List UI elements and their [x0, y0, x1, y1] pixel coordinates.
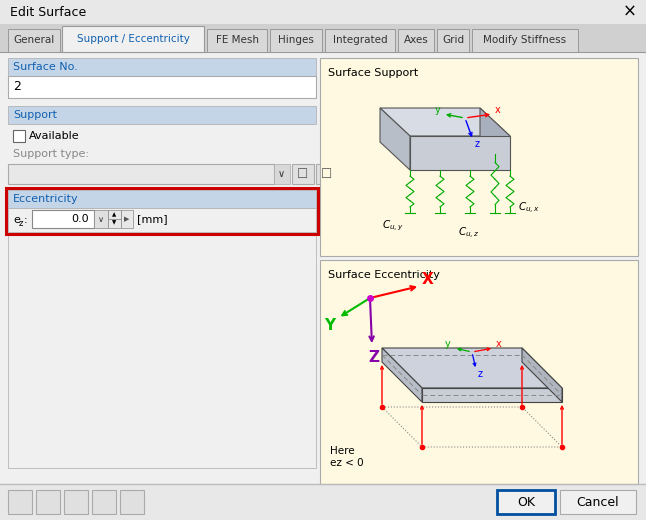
Bar — [560, 490, 636, 514]
Text: X: X — [422, 272, 433, 288]
Text: z: z — [478, 369, 483, 379]
Text: z: z — [19, 218, 23, 228]
Text: ▶: ▶ — [124, 216, 130, 222]
Text: ☐: ☐ — [321, 167, 333, 180]
Bar — [274, 164, 290, 184]
Polygon shape — [382, 348, 562, 388]
Bar — [292, 164, 314, 184]
Text: Surface No.: Surface No. — [13, 62, 78, 72]
Bar — [270, 29, 322, 52]
Text: ez < 0: ez < 0 — [330, 458, 364, 468]
Text: ∨: ∨ — [277, 169, 284, 179]
Bar — [437, 29, 469, 52]
Text: e: e — [13, 215, 20, 225]
Polygon shape — [380, 108, 410, 170]
Text: ▼: ▼ — [112, 220, 116, 226]
Bar — [8, 29, 60, 52]
Text: ▲: ▲ — [112, 213, 116, 217]
Text: $C_{u,x}$: $C_{u,x}$ — [518, 200, 540, 216]
Text: Edit Surface: Edit Surface — [10, 6, 87, 19]
Bar — [8, 164, 274, 184]
Bar — [0, 52, 646, 484]
Text: Z: Z — [368, 350, 379, 366]
Bar — [207, 29, 267, 52]
Text: 0.0: 0.0 — [71, 214, 89, 224]
Polygon shape — [480, 108, 510, 170]
Text: :: : — [24, 215, 28, 225]
Bar — [8, 234, 316, 468]
Text: $C_{u,y}$: $C_{u,y}$ — [382, 219, 404, 233]
Bar — [92, 490, 116, 514]
Text: FE Mesh: FE Mesh — [216, 35, 258, 45]
Text: Cancel: Cancel — [577, 496, 620, 509]
Bar — [108, 219, 121, 228]
Bar — [108, 210, 121, 219]
Text: ∨: ∨ — [98, 214, 104, 224]
Text: x: x — [496, 339, 502, 349]
Bar — [8, 490, 32, 514]
Text: General: General — [14, 35, 55, 45]
Text: Eccentricity: Eccentricity — [13, 194, 79, 204]
Bar — [0, 484, 646, 520]
Bar — [8, 106, 316, 124]
Text: Modify Stiffness: Modify Stiffness — [483, 35, 567, 45]
Text: Support / Eccentricity: Support / Eccentricity — [77, 34, 189, 44]
Text: Axes: Axes — [404, 35, 428, 45]
Bar — [320, 58, 638, 256]
Text: Grid: Grid — [442, 35, 464, 45]
Bar — [121, 210, 133, 228]
Bar — [8, 208, 316, 232]
Text: ☐: ☐ — [297, 167, 309, 180]
Text: Integrated: Integrated — [333, 35, 388, 45]
Bar — [36, 490, 60, 514]
Text: z: z — [475, 139, 480, 149]
Bar — [120, 490, 144, 514]
Text: $C_{u,z}$: $C_{u,z}$ — [458, 226, 479, 241]
Text: Support: Support — [13, 110, 57, 120]
Polygon shape — [380, 108, 510, 136]
Polygon shape — [382, 348, 422, 402]
Text: Surface Eccentricity: Surface Eccentricity — [328, 270, 440, 280]
Bar — [0, 0, 646, 24]
Bar — [94, 210, 108, 228]
Bar — [32, 210, 94, 228]
Text: 2: 2 — [13, 81, 21, 94]
Text: Surface Support: Surface Support — [328, 68, 418, 78]
Text: Support type:: Support type: — [13, 149, 89, 159]
Text: Y: Y — [324, 318, 335, 333]
Bar — [8, 58, 316, 76]
Bar — [64, 490, 88, 514]
Bar — [62, 26, 204, 52]
Bar — [13, 130, 25, 142]
Bar — [8, 190, 316, 208]
Bar — [316, 164, 338, 184]
Polygon shape — [410, 136, 510, 170]
Text: y: y — [445, 339, 451, 349]
Text: y: y — [435, 105, 441, 115]
Text: Available: Available — [29, 131, 79, 141]
Bar — [320, 260, 638, 484]
Text: [mm]: [mm] — [137, 214, 167, 224]
Bar — [6, 188, 318, 234]
Text: ×: × — [623, 3, 637, 21]
Bar — [472, 29, 578, 52]
Bar — [325, 29, 395, 52]
Bar — [8, 76, 316, 98]
Text: Here: Here — [330, 446, 355, 456]
Bar — [497, 490, 555, 514]
Bar — [398, 29, 434, 52]
Polygon shape — [522, 348, 562, 402]
Bar — [0, 24, 646, 52]
Polygon shape — [422, 388, 562, 402]
Text: OK: OK — [517, 496, 535, 509]
Text: x: x — [495, 105, 501, 115]
Text: Hinges: Hinges — [278, 35, 314, 45]
